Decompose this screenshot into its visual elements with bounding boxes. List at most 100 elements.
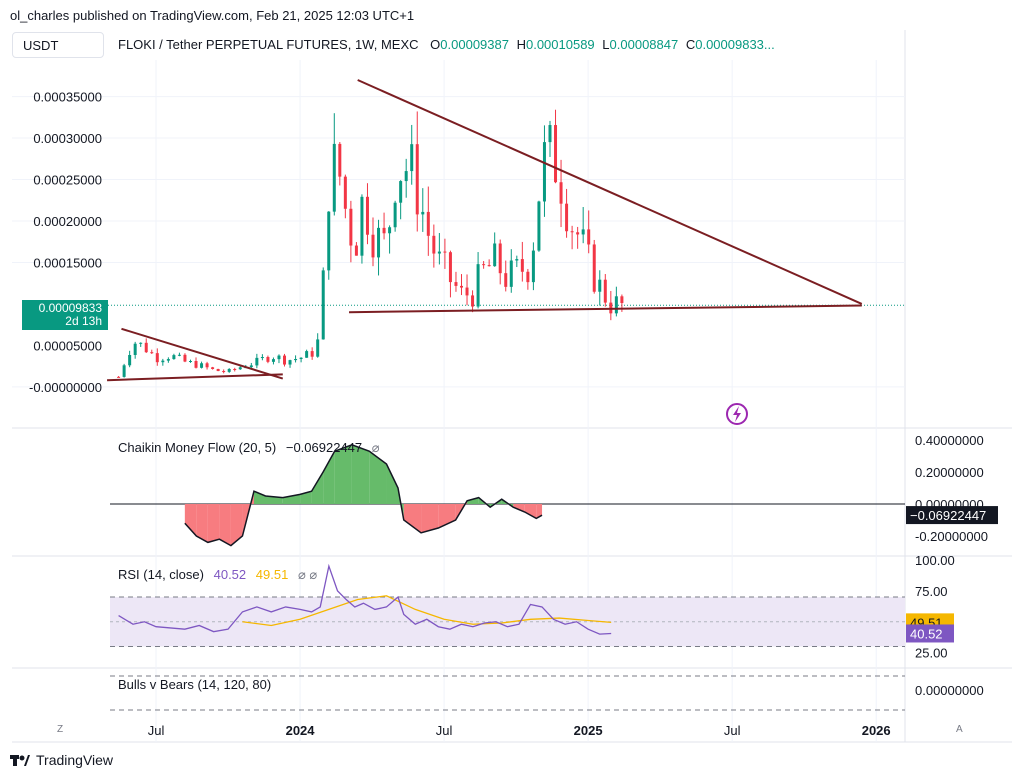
bar-countdown: 2d 13h: [65, 314, 102, 328]
cmf-area-segment: [386, 464, 399, 504]
candle-body: [194, 361, 198, 368]
candle-body: [117, 376, 121, 378]
cmf-area-segment: [282, 494, 301, 504]
symbol-box[interactable]: USDT: [12, 32, 104, 58]
candle-body: [565, 203, 569, 232]
candle-body: [432, 235, 436, 254]
candle-body: [426, 211, 430, 236]
cmf-area-segment: [421, 504, 439, 533]
candle-body: [542, 142, 546, 202]
candle-body: [172, 355, 176, 360]
last-price-label: 0.00009833 2d 13h: [22, 300, 108, 330]
trendline: [107, 373, 283, 382]
candle-body: [388, 227, 392, 234]
candle-body: [188, 361, 192, 363]
trendline: [357, 79, 863, 305]
zoom-button[interactable]: Z: [57, 724, 64, 735]
candle-body: [620, 296, 624, 304]
cmf-area-segment: [403, 504, 422, 533]
cmf-area-segment: [334, 444, 352, 504]
rsi-line: [118, 563, 612, 635]
cmf-tick-label: 0.40000000: [915, 433, 984, 448]
candle-body: [177, 354, 181, 356]
candle-body: [133, 343, 137, 355]
candle-body: [343, 176, 347, 209]
cmf-line: [184, 444, 543, 547]
candle-body: [471, 295, 475, 307]
cmf-value-badge: [906, 506, 998, 525]
candle-body: [128, 354, 132, 366]
candle-body: [382, 227, 386, 234]
candle-body: [249, 365, 253, 368]
candle-body: [150, 352, 154, 354]
candle-body: [520, 259, 524, 272]
candle-body: [360, 196, 364, 256]
candle-body: [338, 143, 342, 177]
cmf-value-badge-text: −0.06922447: [910, 508, 986, 523]
candle-body: [238, 367, 242, 370]
candle-body: [399, 181, 403, 203]
cmf-area-segment: [524, 504, 537, 519]
candle-body: [404, 171, 408, 182]
trendline: [121, 327, 284, 380]
cmf-area-segment: [369, 451, 387, 504]
candle-body: [161, 360, 165, 363]
candle-body: [216, 368, 220, 372]
cmf-area-segment: [207, 504, 220, 543]
candle-body: [465, 287, 469, 296]
candle-body: [277, 355, 281, 360]
ohlc-high: H0.00010589: [516, 37, 595, 52]
candle-body: [526, 271, 530, 283]
candle-body: [211, 367, 215, 369]
candle-body: [531, 250, 535, 283]
candle-body: [332, 143, 336, 212]
rsi-title: RSI (14, close): [118, 567, 204, 582]
candle-body: [321, 270, 325, 340]
bvb-legend: Bulls v Bears (14, 120, 80): [118, 677, 271, 692]
x-tick-label: Jul: [148, 723, 165, 738]
auto-scale-button[interactable]: A: [956, 724, 963, 735]
cmf-area-segment: [351, 444, 370, 504]
rsi-tick-label: 100.00: [915, 553, 955, 568]
candle-body: [122, 365, 126, 377]
candle-body: [377, 227, 381, 258]
candle-body: [266, 357, 270, 362]
candle-body: [283, 355, 287, 365]
candle-body: [271, 359, 275, 362]
cmf-tick-label: 0.20000000: [915, 465, 984, 480]
x-tick-label: Jul: [436, 723, 453, 738]
cmf-area-segment: [467, 497, 479, 504]
hidden-eye-icon[interactable]: ⌀ ⌀: [297, 567, 318, 582]
candle-body: [205, 363, 209, 368]
last-price-value: 0.00009833: [38, 301, 102, 315]
candle-body: [448, 252, 452, 283]
candle-body: [614, 296, 618, 314]
rsi-value-badge-text: 40.52: [910, 626, 943, 641]
candle-body: [559, 182, 563, 204]
lightning-icon[interactable]: [726, 403, 748, 425]
candle-body: [316, 339, 320, 357]
candle-body: [305, 351, 309, 358]
candle-body: [415, 144, 419, 215]
candle-body: [482, 264, 486, 266]
candle-body: [504, 273, 508, 287]
candle-body: [365, 196, 369, 235]
candle-body: [487, 265, 491, 267]
candle-body: [603, 279, 607, 303]
cmf-area-segment: [536, 504, 543, 519]
rsi-tick-label: 25.00: [915, 646, 948, 661]
candle-body: [554, 125, 558, 183]
rsi-legend: RSI (14, close) 40.52 49.51 ⌀ ⌀: [118, 567, 317, 583]
chart-title: FLOKI / Tether PERPETUAL FUTURES, 1W, ME…: [118, 37, 419, 52]
hidden-eye-icon[interactable]: ⌀: [371, 440, 380, 455]
candle-body: [443, 251, 447, 253]
candle-body: [537, 201, 541, 251]
candle-body: [166, 359, 170, 361]
candle-body: [581, 229, 585, 235]
cmf-area-segment: [323, 451, 335, 504]
price-tick-label: 0.00015000: [33, 255, 102, 270]
candle-body: [515, 259, 519, 261]
rsi-ma-value: 49.51: [255, 567, 289, 582]
tradingview-logo-icon: [10, 755, 30, 766]
